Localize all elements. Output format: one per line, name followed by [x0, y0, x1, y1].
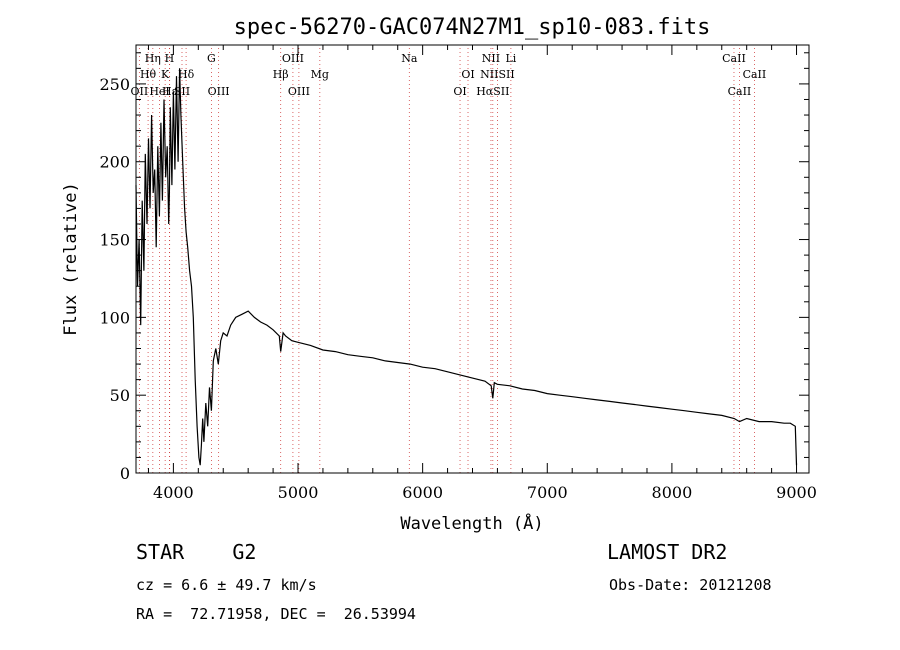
line-label: SII: [174, 85, 190, 98]
line-label: CaII: [728, 85, 752, 98]
redshift-info: cz = 6.6 ± 49.7 km/s: [136, 576, 317, 594]
line-label: Mg: [311, 68, 329, 81]
x-tick-label: 7000: [527, 483, 568, 502]
line-label: Hθ: [140, 68, 157, 81]
y-tick-label: 50: [110, 386, 130, 405]
x-tick-label: 4000: [153, 483, 194, 502]
line-label: OI: [461, 68, 474, 81]
x-tick-label: 5000: [278, 483, 319, 502]
line-label: NIISII: [480, 68, 515, 81]
y-tick-label: 150: [99, 231, 130, 250]
x-axis-label: Wavelength (Å): [400, 512, 543, 534]
chart-title: spec-56270-GAC074N27M1_sp10-083.fits: [234, 15, 711, 40]
line-label: OIII: [208, 85, 230, 98]
y-tick-label: 100: [99, 308, 130, 327]
survey-name: LAMOST DR2: [607, 540, 728, 564]
y-axis: 0 50 100 150 200 250: [99, 52, 809, 483]
line-label: Hδ: [178, 68, 195, 81]
y-axis-label: Flux (relative): [61, 182, 81, 336]
line-label: CaII: [722, 52, 746, 65]
y-tick-label: 0: [120, 464, 130, 483]
plot-frame: [135, 44, 810, 474]
x-tick-label: 8000: [652, 483, 693, 502]
y-tick-label: 250: [99, 75, 130, 94]
line-label: Hη: [145, 52, 161, 65]
line-label: NII: [482, 52, 500, 65]
y-tick-label: 200: [99, 153, 130, 172]
line-label: Li: [505, 52, 516, 65]
obs-date: Obs-Date: 20121208: [609, 576, 772, 594]
line-label: H: [165, 52, 175, 65]
x-tick-label: 6000: [402, 483, 443, 502]
x-axis: 4000 5000 6000 7000 8000 9000: [147, 45, 817, 502]
line-label: OIII: [288, 85, 310, 98]
line-label: HαSII: [476, 85, 509, 98]
spectral-line-labels: Hη H G OIII Na NII Li CaII Hθ K Hδ Hβ Mg OI NIISII CaII…: [131, 52, 767, 98]
line-label: OIII: [282, 52, 304, 65]
line-label: Hβ: [273, 68, 289, 81]
x-tick-label: 9000: [776, 483, 817, 502]
line-label: K: [161, 68, 170, 81]
line-label: CaII: [743, 68, 767, 81]
line-label: OII: [131, 85, 149, 98]
line-label: G: [207, 52, 216, 65]
line-label: OI: [453, 85, 466, 98]
line-label: Na: [401, 52, 418, 65]
spectrum-line: [135, 68, 798, 466]
line-label: HeI: [149, 85, 169, 98]
object-class: STAR G2: [136, 540, 257, 564]
coordinates: RA = 72.71958, DEC = 26.53994: [136, 605, 416, 623]
spectral-line-markers: [138, 48, 755, 473]
